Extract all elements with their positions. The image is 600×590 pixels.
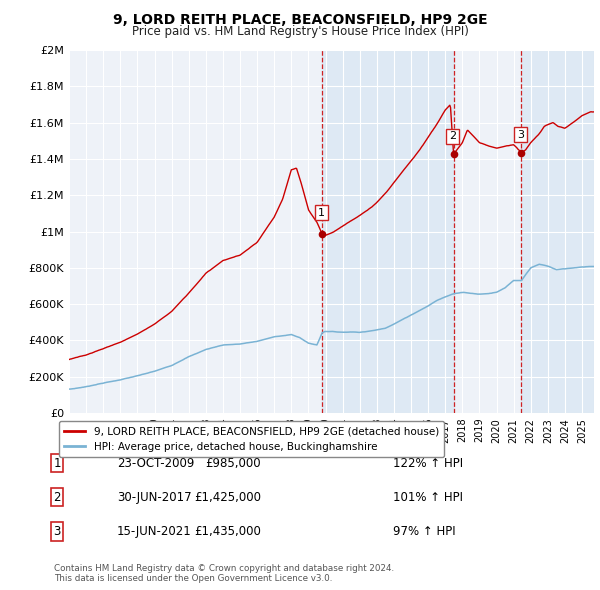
Text: 2: 2 bbox=[449, 132, 457, 142]
Text: 3: 3 bbox=[53, 525, 61, 538]
Text: £985,000: £985,000 bbox=[205, 457, 261, 470]
Bar bbox=[521, 50, 594, 413]
Text: 101% ↑ HPI: 101% ↑ HPI bbox=[393, 491, 463, 504]
Text: This data is licensed under the Open Government Licence v3.0.: This data is licensed under the Open Gov… bbox=[54, 574, 332, 583]
Text: 97% ↑ HPI: 97% ↑ HPI bbox=[393, 525, 455, 538]
Text: Contains HM Land Registry data © Crown copyright and database right 2024.: Contains HM Land Registry data © Crown c… bbox=[54, 565, 394, 573]
Text: 30-JUN-2017: 30-JUN-2017 bbox=[117, 491, 191, 504]
Text: 2: 2 bbox=[53, 491, 61, 504]
Text: 23-OCT-2009: 23-OCT-2009 bbox=[117, 457, 194, 470]
Text: 1: 1 bbox=[318, 208, 325, 218]
Text: 3: 3 bbox=[517, 130, 524, 139]
Text: 9, LORD REITH PLACE, BEACONSFIELD, HP9 2GE: 9, LORD REITH PLACE, BEACONSFIELD, HP9 2… bbox=[113, 13, 487, 27]
Text: £1,435,000: £1,435,000 bbox=[194, 525, 261, 538]
Text: 15-JUN-2021: 15-JUN-2021 bbox=[117, 525, 192, 538]
Text: 122% ↑ HPI: 122% ↑ HPI bbox=[393, 457, 463, 470]
Bar bbox=[322, 50, 454, 413]
Text: Price paid vs. HM Land Registry's House Price Index (HPI): Price paid vs. HM Land Registry's House … bbox=[131, 25, 469, 38]
Text: £1,425,000: £1,425,000 bbox=[194, 491, 261, 504]
Legend: 9, LORD REITH PLACE, BEACONSFIELD, HP9 2GE (detached house), HPI: Average price,: 9, LORD REITH PLACE, BEACONSFIELD, HP9 2… bbox=[59, 421, 444, 457]
Text: 1: 1 bbox=[53, 457, 61, 470]
